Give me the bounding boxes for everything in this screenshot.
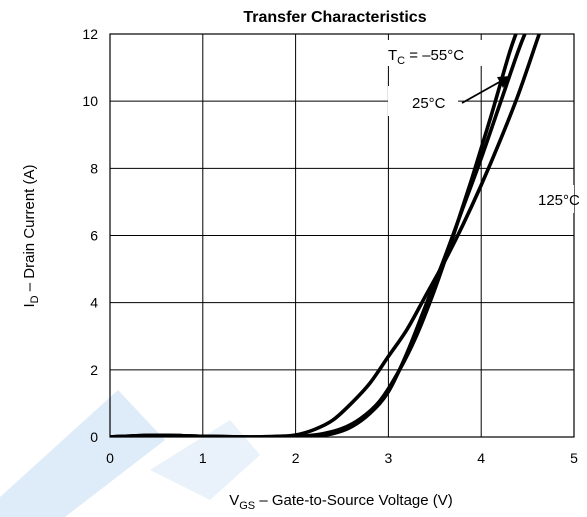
annotation-tc-rest: = –55°C bbox=[405, 47, 464, 64]
x-axis-label-sub: GS bbox=[239, 500, 255, 512]
y-tick-label: 10 bbox=[82, 93, 98, 109]
annotation-tc: TC = –55°C bbox=[388, 47, 464, 67]
y-tick-label: 0 bbox=[90, 429, 98, 445]
annotation-bg-tc bbox=[383, 40, 489, 66]
y-axis-label-rest: – Drain Current (A) bbox=[21, 165, 38, 296]
x-axis-label-rest: – Gate-to-Source Voltage (V) bbox=[255, 492, 453, 509]
annotation-bg-25 bbox=[388, 86, 458, 116]
y-tick-label: 2 bbox=[90, 362, 98, 378]
x-axis-label-main: V bbox=[229, 492, 239, 509]
annotation-25: 25°C bbox=[412, 95, 446, 112]
x-axis-label: VGS – Gate-to-Source Voltage (V) bbox=[229, 492, 453, 512]
x-tick-label: 0 bbox=[106, 450, 114, 466]
annotation-tc-sub: C bbox=[397, 55, 405, 67]
y-axis-label-main: I bbox=[21, 303, 38, 307]
y-tick-label: 4 bbox=[90, 295, 98, 311]
x-tick-label: 2 bbox=[292, 450, 300, 466]
annotation-tc-main: T bbox=[388, 47, 397, 64]
x-tick-label: 1 bbox=[199, 450, 207, 466]
annotation-arrow-head bbox=[497, 76, 510, 88]
annotation-125: 125°C bbox=[538, 192, 580, 209]
series-line-2 bbox=[110, 34, 542, 437]
y-tick-label: 12 bbox=[82, 26, 98, 42]
x-tick-labels: 0 1 2 3 4 5 bbox=[106, 450, 578, 466]
plot-frame bbox=[109, 33, 575, 438]
y-tick-labels: 0 2 4 6 8 10 12 bbox=[82, 26, 98, 445]
x-tick-label: 3 bbox=[385, 450, 393, 466]
annotation-arrow-line bbox=[461, 79, 504, 104]
x-tick-label: 4 bbox=[477, 450, 485, 466]
y-tick-label: 6 bbox=[90, 228, 98, 244]
y-axis-label: ID – Drain Current (A) bbox=[21, 165, 41, 308]
chart-title: Transfer Characteristics bbox=[243, 9, 426, 26]
series-line-1 bbox=[110, 34, 527, 437]
watermark-shape-2 bbox=[150, 420, 260, 500]
annotation-bg-125 bbox=[524, 185, 574, 213]
series-lines bbox=[110, 34, 542, 437]
y-axis-label-sub: D bbox=[29, 295, 41, 303]
x-tick-label: 5 bbox=[570, 450, 578, 466]
watermark-shape bbox=[0, 390, 165, 517]
y-tick-label: 8 bbox=[90, 160, 98, 176]
